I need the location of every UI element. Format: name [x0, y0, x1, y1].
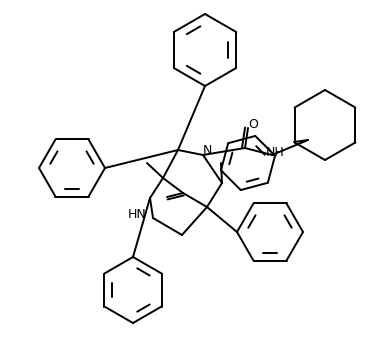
Text: N: N [202, 143, 212, 157]
Text: HN: HN [128, 208, 146, 221]
Text: NH: NH [266, 145, 284, 158]
Text: O: O [248, 119, 258, 132]
